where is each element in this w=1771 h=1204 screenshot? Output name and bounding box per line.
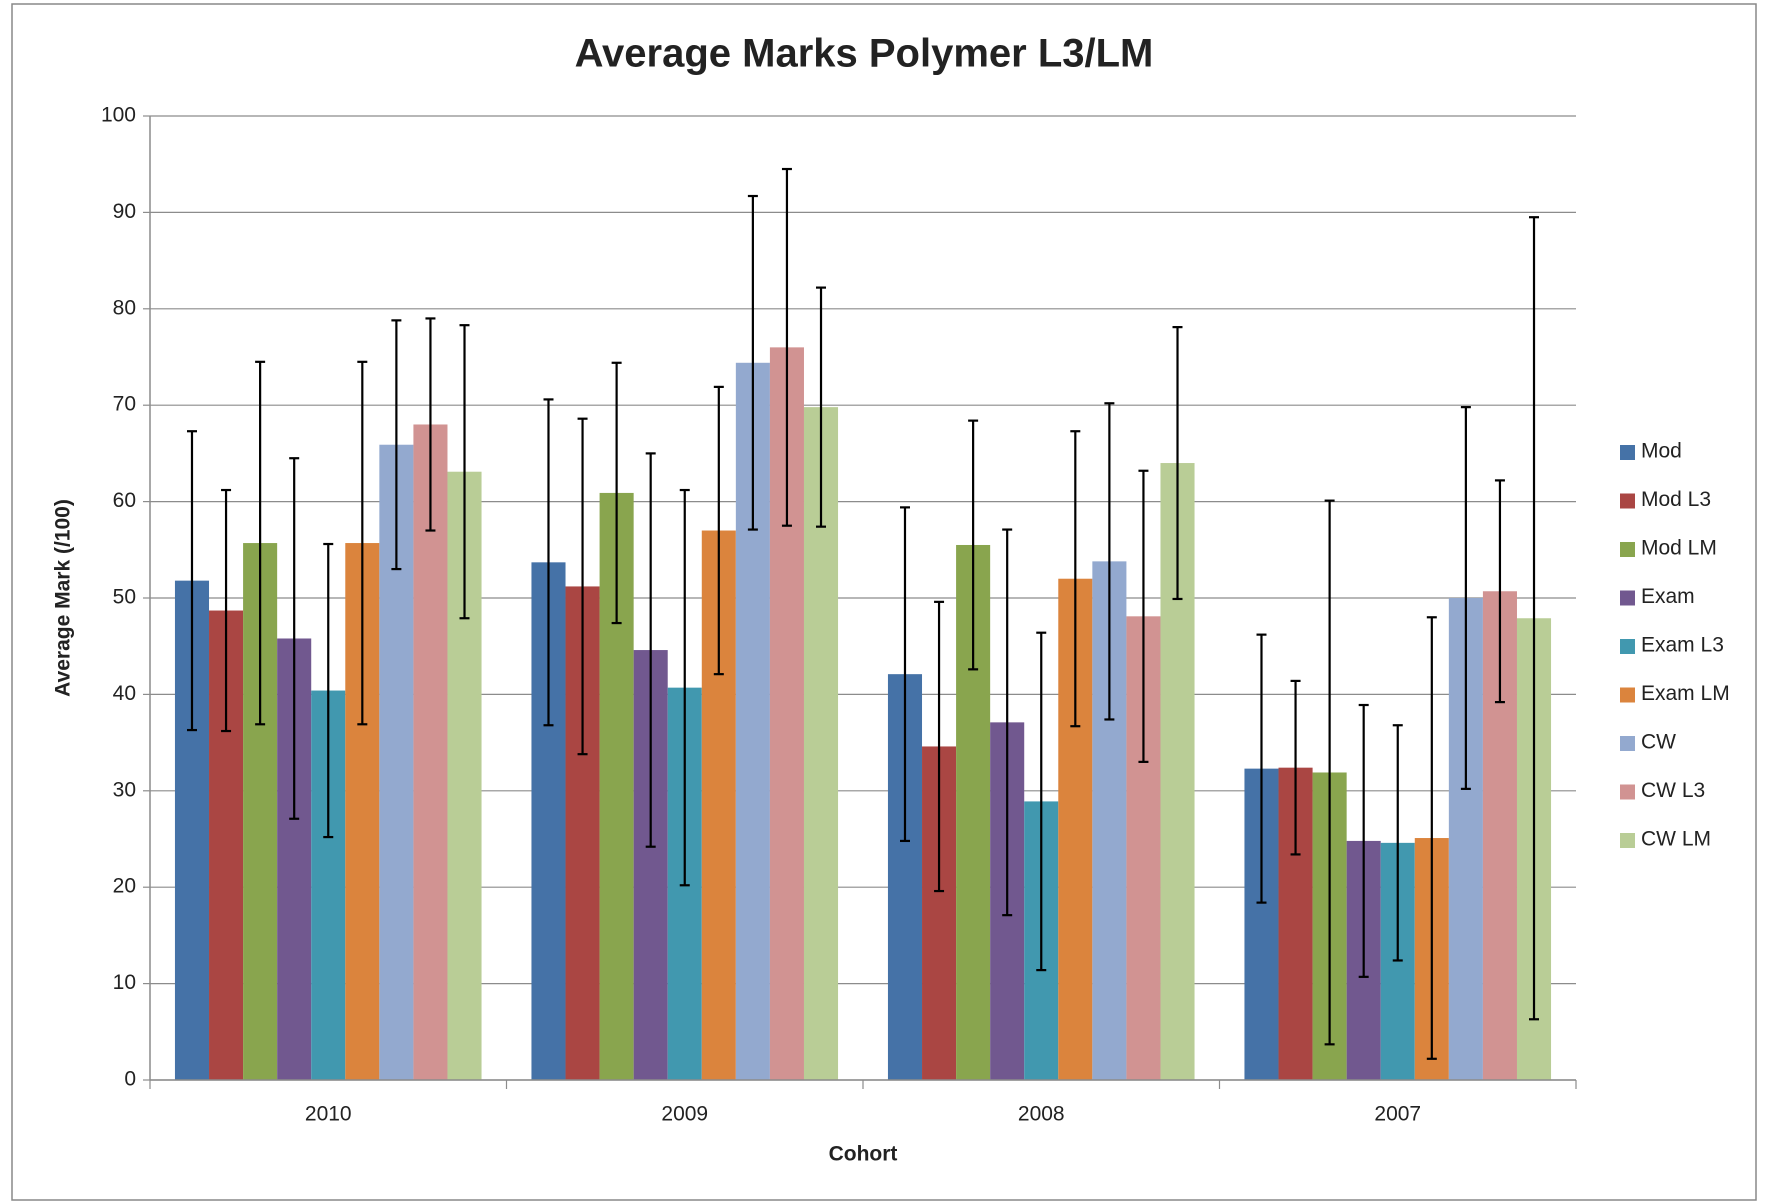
error-bar	[1070, 430, 1081, 728]
legend-label: Mod	[1641, 440, 1682, 463]
legend-swatch	[1620, 445, 1635, 460]
legend-swatch	[1620, 736, 1635, 751]
error-bar	[357, 360, 368, 726]
error-bar	[899, 506, 910, 843]
y-tick-label: 90	[113, 200, 136, 223]
error-bar	[1494, 479, 1505, 704]
error-bar	[1138, 469, 1149, 763]
y-tick-label: 100	[101, 104, 136, 127]
error-bar	[1172, 326, 1183, 601]
legend-swatch	[1620, 493, 1635, 509]
bar	[413, 424, 448, 1081]
error-bar	[255, 360, 266, 726]
legend-label: CW L3	[1641, 779, 1705, 802]
error-bar	[934, 600, 945, 893]
x-tick-label: 2009	[661, 1103, 708, 1126]
error-bar	[1256, 633, 1267, 904]
legend-swatch	[1620, 542, 1635, 557]
legend-label: Exam L3	[1641, 634, 1724, 657]
error-bar	[577, 417, 588, 756]
error-bar	[1358, 703, 1369, 978]
y-tick-label: 50	[113, 586, 136, 609]
error-bar	[289, 457, 300, 820]
error-bar	[1392, 724, 1403, 962]
error-bar	[679, 488, 690, 887]
legend-label: Exam	[1641, 585, 1695, 608]
legend-swatch	[1620, 639, 1635, 654]
legend-label: CW	[1641, 731, 1676, 754]
legend-swatch	[1620, 784, 1635, 800]
error-bar	[186, 430, 197, 732]
error-bar	[1290, 679, 1301, 856]
legend-label: Mod LM	[1641, 537, 1717, 560]
error-bar	[1426, 616, 1437, 1060]
y-axis-label: Average Mark (/100)	[52, 499, 75, 697]
error-bar	[1002, 528, 1013, 917]
y-tick-label: 70	[113, 393, 136, 416]
error-bar	[1036, 631, 1047, 972]
legend-label: Mod L3	[1641, 488, 1711, 511]
error-bar	[713, 385, 724, 676]
error-bar	[543, 398, 554, 727]
y-tick-label: 20	[113, 875, 136, 898]
error-bar	[816, 286, 827, 528]
error-bar	[781, 167, 792, 527]
error-bar	[323, 542, 334, 839]
x-tick-label: 2007	[1374, 1103, 1421, 1126]
y-tick-label: 40	[113, 682, 136, 705]
y-tick-label: 0	[124, 1068, 136, 1091]
error-bar	[645, 452, 656, 848]
error-bar	[1529, 216, 1540, 1021]
y-tick-label: 10	[113, 971, 136, 994]
error-bar	[391, 319, 402, 571]
y-tick-label: 60	[113, 489, 136, 512]
error-bar	[459, 324, 470, 620]
x-tick-label: 2008	[1018, 1103, 1065, 1126]
error-bar	[968, 419, 979, 671]
error-bar	[221, 488, 232, 733]
legend-swatch	[1620, 687, 1635, 703]
x-tick-label: 2010	[305, 1103, 352, 1126]
error-bar	[611, 361, 622, 625]
legend-swatch	[1620, 590, 1635, 606]
error-bar	[747, 194, 758, 531]
y-tick-label: 30	[113, 778, 136, 801]
legend-label: Exam LM	[1641, 682, 1730, 705]
error-bar	[1460, 406, 1471, 790]
legend-swatch	[1620, 833, 1635, 848]
error-bar	[425, 317, 436, 532]
x-axis-label: Cohort	[829, 1143, 898, 1166]
y-tick-label: 80	[113, 296, 136, 319]
error-bar	[1104, 402, 1115, 721]
chart-title: Average Marks Polymer L3/LM	[575, 32, 1154, 76]
legend-label: CW LM	[1641, 828, 1711, 851]
error-bar	[1324, 499, 1335, 1046]
